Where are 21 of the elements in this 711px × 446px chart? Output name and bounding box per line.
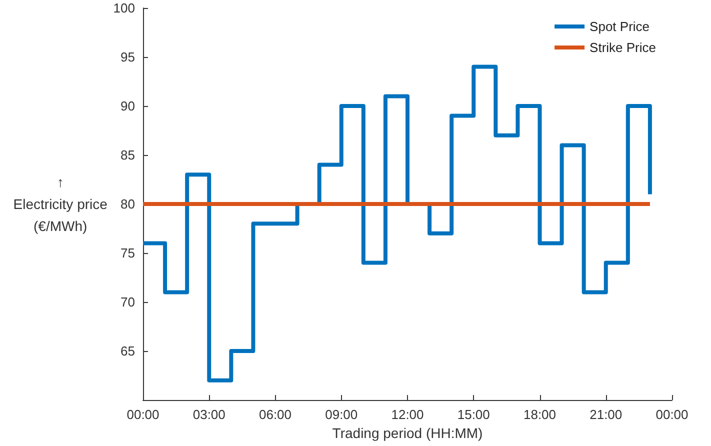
x-tick-label: 18:00 bbox=[523, 407, 556, 422]
y-tick-label: 85 bbox=[120, 148, 135, 162]
y-tick-label: 70 bbox=[120, 294, 135, 310]
x-tick-label: 03:00 bbox=[192, 407, 226, 422]
legend-label: Spot Price bbox=[590, 19, 650, 34]
x-axis-title: Trading period (HH:MM) bbox=[332, 424, 483, 441]
y-tick-label: 80 bbox=[120, 196, 135, 212]
x-tick-label: 15:00 bbox=[457, 407, 490, 422]
y-tick-label: 90 bbox=[120, 98, 135, 114]
x-tick-label: 06:00 bbox=[258, 407, 292, 422]
y-tick-label: 75 bbox=[120, 246, 135, 260]
y-tick-label: 65 bbox=[120, 344, 135, 358]
legend-label: Strike Price bbox=[590, 40, 656, 55]
y-tick-label: 100 bbox=[113, 0, 135, 16]
y-tick-label: 95 bbox=[120, 50, 135, 64]
x-tick-label: 00:00 bbox=[656, 407, 688, 422]
x-tick-label: 09:00 bbox=[325, 407, 358, 422]
x-tick-label: 00:00 bbox=[126, 407, 160, 422]
x-tick-label: 21:00 bbox=[590, 407, 622, 422]
x-tick-label: 12:00 bbox=[391, 407, 424, 422]
y-axis-title: ↑ Electricity price (€/MWh) bbox=[13, 174, 108, 234]
